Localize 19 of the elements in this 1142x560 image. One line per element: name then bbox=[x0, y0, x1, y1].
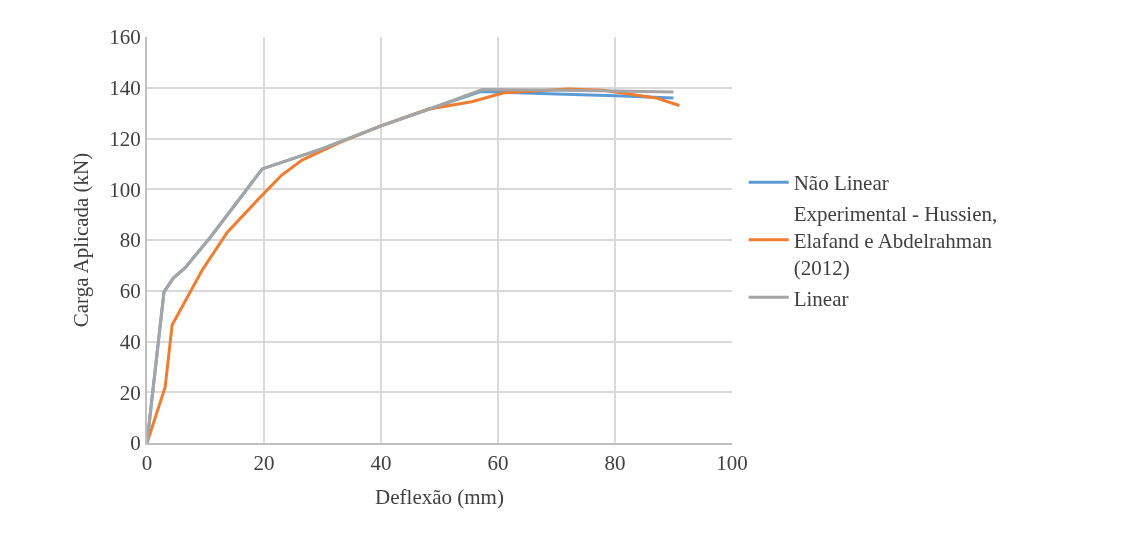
y-tick-label: 100 bbox=[109, 177, 141, 202]
x-tick-label: 80 bbox=[604, 451, 626, 476]
y-tick-label: 80 bbox=[119, 228, 141, 253]
legend-label: Não Linear bbox=[793, 171, 889, 196]
x-tick-label: 100 bbox=[716, 451, 748, 476]
legend-label: Experimental - Hussien, Elafand e Abdelrahman (2012) bbox=[793, 201, 998, 281]
y-tick-label: 140 bbox=[109, 76, 141, 101]
x-tick-label: 20 bbox=[253, 451, 275, 476]
y-tick-label: 0 bbox=[130, 431, 141, 456]
legend-label: Linear bbox=[793, 286, 849, 311]
y-tick-label: 120 bbox=[109, 126, 141, 151]
x-axis-title: Deflexão (mm) bbox=[375, 484, 504, 509]
x-tick-label: 60 bbox=[487, 451, 509, 476]
y-tick-label: 40 bbox=[119, 329, 141, 354]
y-tick-label: 160 bbox=[109, 25, 141, 50]
y-tick-label: 20 bbox=[119, 380, 141, 405]
y-tick-label: 60 bbox=[119, 279, 141, 304]
x-tick-label: 40 bbox=[370, 451, 392, 476]
y-axis-title: Carga Aplicada (kN) bbox=[68, 152, 93, 328]
